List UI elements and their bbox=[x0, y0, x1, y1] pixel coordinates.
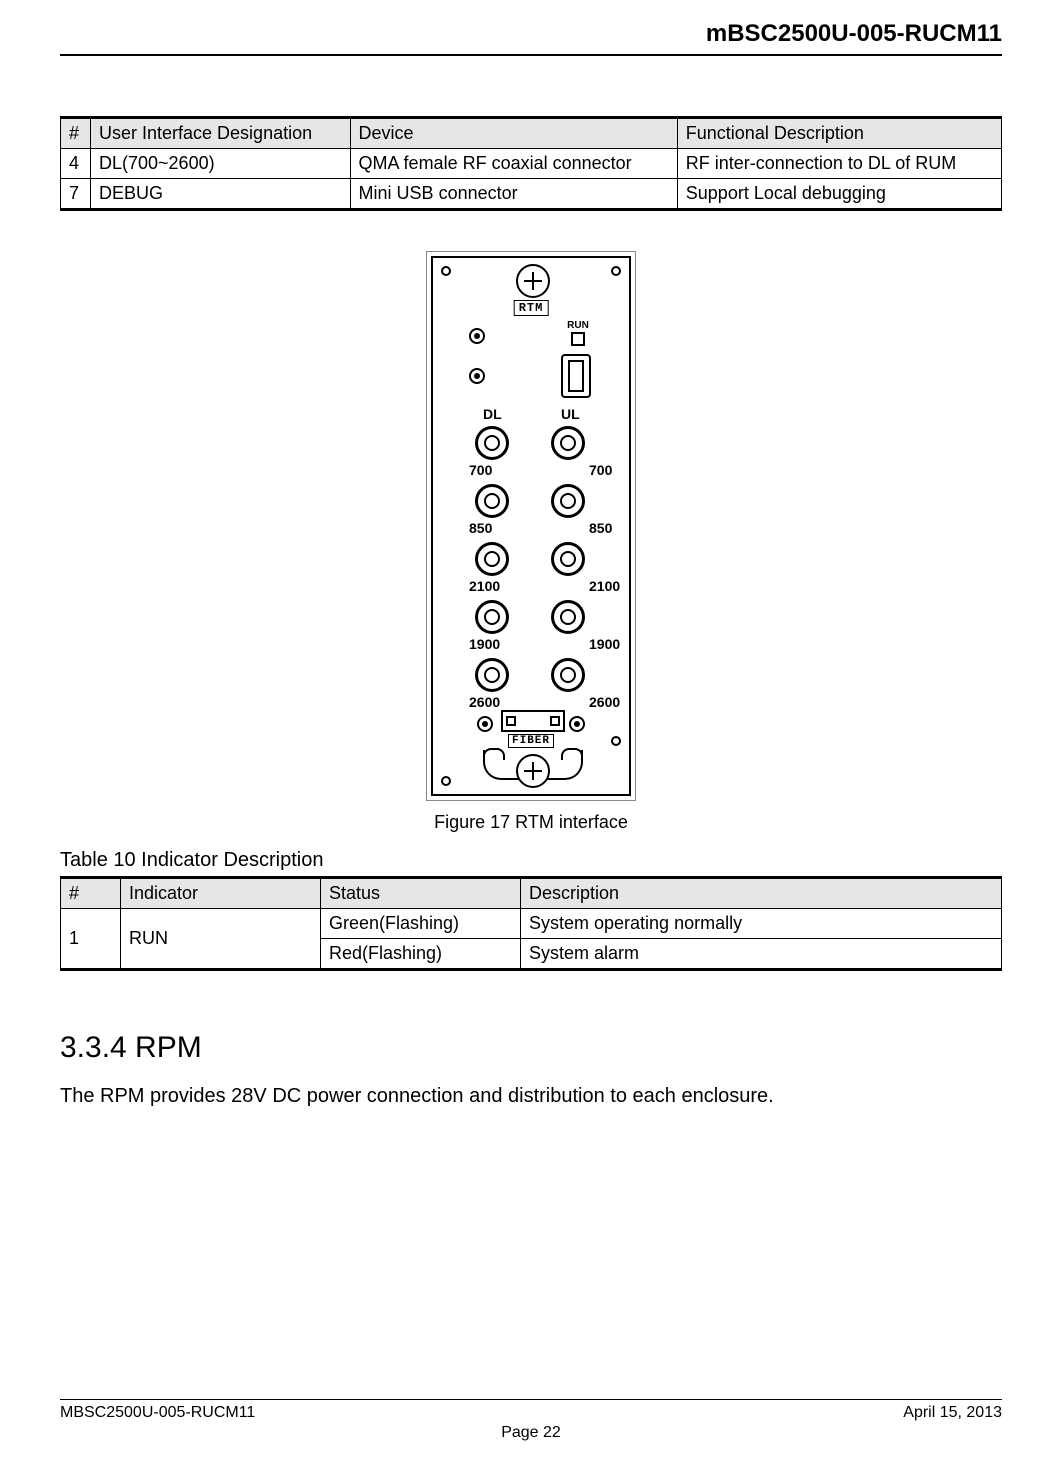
th-device: Device bbox=[350, 118, 677, 149]
cell-num: 1 bbox=[61, 909, 121, 970]
indicator-table: # Indicator Status Description 1 RUN Gre… bbox=[60, 876, 1002, 971]
port-freq-label: 2600 bbox=[469, 694, 500, 710]
screw-icon bbox=[516, 264, 550, 298]
port-freq-label: 700 bbox=[469, 462, 492, 478]
ul-port-icon bbox=[551, 484, 585, 518]
table-row: 7 DEBUG Mini USB connector Support Local… bbox=[61, 179, 1002, 210]
corner-hole-icon bbox=[441, 266, 451, 276]
th-status: Status bbox=[321, 878, 521, 909]
cell-desc: System alarm bbox=[521, 939, 1002, 970]
section-body: The RPM provides 28V DC power connection… bbox=[60, 1085, 1002, 1108]
cell: 4 bbox=[61, 149, 91, 179]
cell: Mini USB connector bbox=[350, 179, 677, 210]
rtm-figure: RTM RUN DL UL FIBER bbox=[60, 251, 1002, 833]
dl-port-icon bbox=[475, 426, 509, 460]
usb-slot-icon bbox=[561, 354, 591, 398]
dl-port-icon bbox=[475, 542, 509, 576]
run-indicator: RUN bbox=[561, 320, 595, 347]
corner-hole-icon bbox=[611, 736, 621, 746]
th-indicator: Indicator bbox=[121, 878, 321, 909]
table-row: 1 RUN Green(Flashing) System operating n… bbox=[61, 909, 1002, 939]
footer-right: April 15, 2013 bbox=[903, 1404, 1002, 1422]
dl-port-icon bbox=[475, 658, 509, 692]
dl-column-label: DL bbox=[483, 406, 502, 422]
footer-page-number: Page 22 bbox=[60, 1424, 1002, 1442]
port-freq-label: 1900 bbox=[589, 636, 620, 652]
port-freq-label: 2100 bbox=[469, 578, 500, 594]
table-header-row: # User Interface Designation Device Func… bbox=[61, 118, 1002, 149]
cell: Support Local debugging bbox=[677, 179, 1001, 210]
dl-port-icon bbox=[475, 600, 509, 634]
table10-caption: Table 10 Indicator Description bbox=[60, 849, 1002, 872]
cell-status: Green(Flashing) bbox=[321, 909, 521, 939]
stud-icon bbox=[569, 716, 585, 732]
table-header-row: # Indicator Status Description bbox=[61, 878, 1002, 909]
cell-desc: System operating normally bbox=[521, 909, 1002, 939]
port-freq-label: 2600 bbox=[589, 694, 620, 710]
dl-port-icon bbox=[475, 484, 509, 518]
th-num: # bbox=[61, 878, 121, 909]
table-row: 4 DL(700~2600) QMA female RF coaxial con… bbox=[61, 149, 1002, 179]
th-desc: Description bbox=[521, 878, 1002, 909]
stud-icon bbox=[477, 716, 493, 732]
ul-port-icon bbox=[551, 542, 585, 576]
led-icon bbox=[571, 332, 585, 346]
th-num: # bbox=[61, 118, 91, 149]
fiber-connector-icon bbox=[501, 710, 565, 732]
corner-hole-icon bbox=[441, 776, 451, 786]
footer-left: MBSC2500U-005-RUCM11 bbox=[60, 1404, 255, 1422]
rtm-top-label: RTM bbox=[514, 300, 549, 316]
cell: DEBUG bbox=[91, 179, 351, 210]
port-freq-label: 1900 bbox=[469, 636, 500, 652]
fiber-label: FIBER bbox=[508, 734, 554, 748]
cell: 7 bbox=[61, 179, 91, 210]
th-func: Functional Description bbox=[677, 118, 1001, 149]
port-freq-label: 850 bbox=[589, 520, 612, 536]
screw-icon bbox=[516, 754, 550, 788]
ul-column-label: UL bbox=[561, 406, 580, 422]
ul-port-icon bbox=[551, 600, 585, 634]
cell-status: Red(Flashing) bbox=[321, 939, 521, 970]
port-freq-label: 2100 bbox=[589, 578, 620, 594]
stud-icon bbox=[469, 328, 485, 344]
cell: QMA female RF coaxial connector bbox=[350, 149, 677, 179]
ul-port-icon bbox=[551, 658, 585, 692]
cell: RF inter-connection to DL of RUM bbox=[677, 149, 1001, 179]
doc-title: mBSC2500U-005-RUCM11 bbox=[60, 20, 1002, 56]
section-heading: 3.3.4 RPM bbox=[60, 1031, 1002, 1065]
fiber-port-icon bbox=[506, 716, 516, 726]
rtm-diagram-frame: RTM RUN DL UL FIBER bbox=[426, 251, 636, 801]
interface-table: # User Interface Designation Device Func… bbox=[60, 116, 1002, 211]
run-label: RUN bbox=[561, 320, 595, 331]
corner-hole-icon bbox=[611, 266, 621, 276]
cell-indicator: RUN bbox=[121, 909, 321, 970]
th-designation: User Interface Designation bbox=[91, 118, 351, 149]
page-footer: MBSC2500U-005-RUCM11 April 15, 2013 Page… bbox=[60, 1399, 1002, 1442]
rtm-panel: RTM RUN DL UL FIBER bbox=[431, 256, 631, 796]
port-freq-label: 850 bbox=[469, 520, 492, 536]
port-freq-label: 700 bbox=[589, 462, 612, 478]
ul-port-icon bbox=[551, 426, 585, 460]
stud-icon bbox=[469, 368, 485, 384]
figure-caption: Figure 17 RTM interface bbox=[60, 812, 1002, 833]
fiber-port-icon bbox=[550, 716, 560, 726]
cell: DL(700~2600) bbox=[91, 149, 351, 179]
